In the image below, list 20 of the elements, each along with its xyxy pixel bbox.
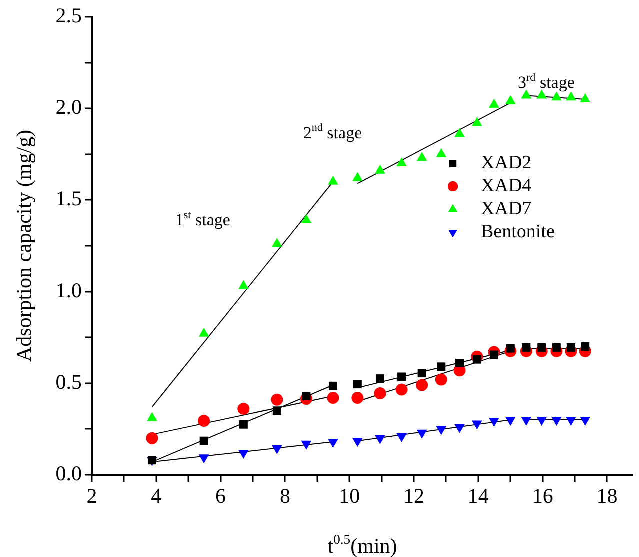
x-tick-label: 4: [151, 484, 162, 508]
x-tick-label: 2: [86, 484, 98, 508]
legend-label: XAD7: [481, 198, 532, 220]
x-tick-label: 6: [216, 484, 226, 508]
x-tick-label: 14: [468, 484, 490, 508]
legend-label: XAD4: [481, 176, 532, 197]
x-tick-label: 8: [280, 484, 290, 508]
legend-label: XAD2: [481, 152, 532, 174]
y-tick-label: 1.0: [56, 278, 82, 302]
y-tick-label: 0.0: [56, 462, 82, 486]
x-tick-label: 10: [339, 484, 360, 508]
y-tick-label: 1.5: [56, 186, 82, 211]
y-tick-label: 2.0: [56, 95, 82, 120]
x-tick-label: 12: [404, 484, 425, 508]
y-tick-label: 2.5: [56, 4, 82, 28]
y-axis-title: Adsorption capacity (mg/g): [12, 130, 36, 362]
legend-label: Bentonite: [481, 222, 555, 243]
x-tick-label: 16: [532, 484, 554, 508]
y-tick-label: 0.5: [56, 370, 82, 394]
x-tick-label: 18: [596, 484, 618, 508]
